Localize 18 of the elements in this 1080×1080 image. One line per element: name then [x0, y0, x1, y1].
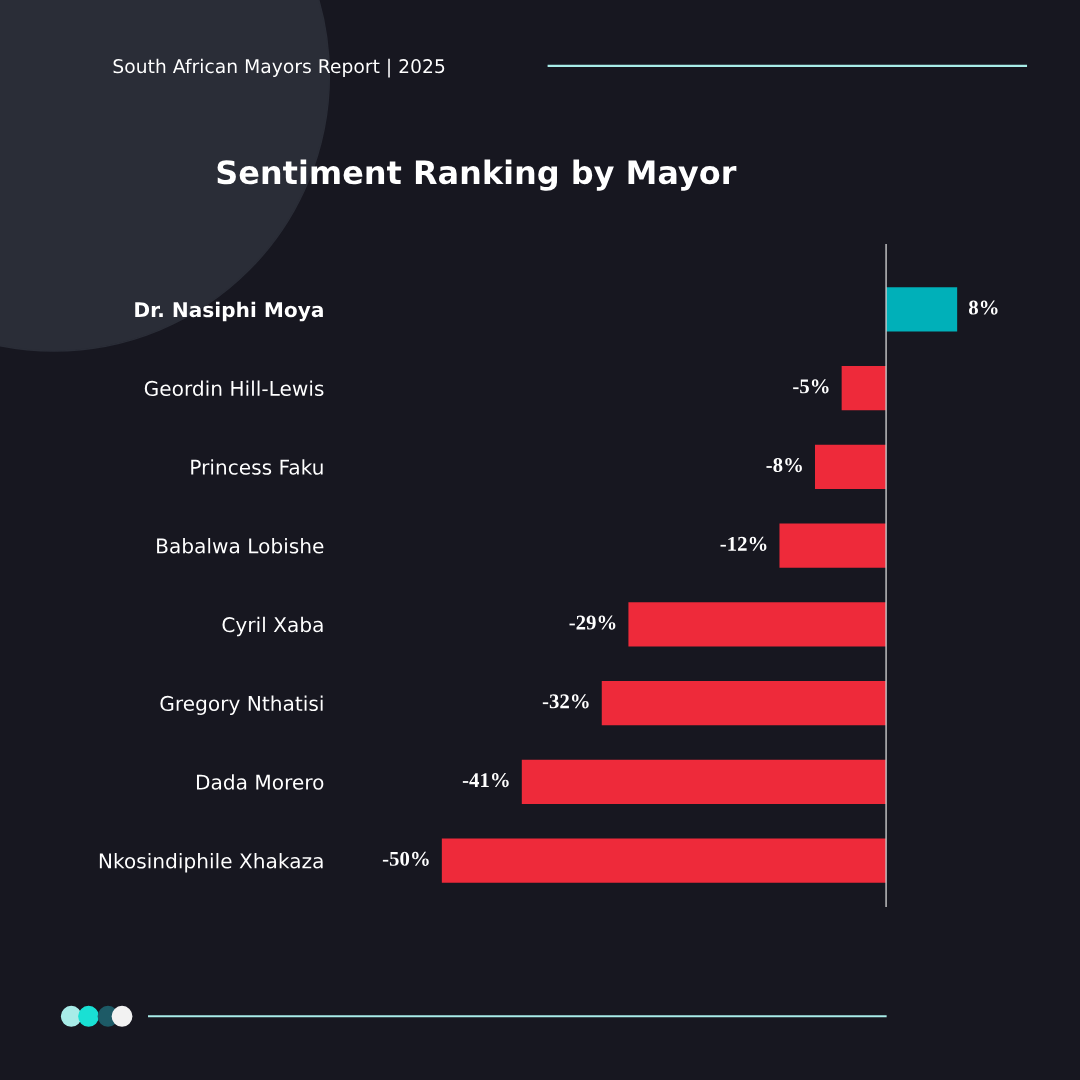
y-tick-label: Dada Morero: [196, 774, 324, 790]
chart-title: Sentiment Ranking by Mayor: [217, 159, 737, 191]
y-tick-label: Gregory Nthatisi: [160, 695, 323, 715]
y-tick-label: Nkosindiphile Xhakaza: [99, 852, 323, 873]
y-tick-label: Babalwa Lobishe: [157, 537, 324, 554]
data-label: -32%: [542, 694, 589, 709]
y-tick-label: Princess Faku: [191, 459, 323, 475]
data-label: -8%: [766, 458, 802, 473]
data-label: -5%: [793, 379, 829, 394]
y-tick-label: Dr. Nasiphi Moya: [135, 301, 323, 322]
y-tick-label: Cyril Xaba: [222, 616, 323, 637]
text: South African Mayors Report | 2025: [113, 58, 445, 78]
data-label: -50%: [382, 851, 429, 866]
data-label: 8%: [968, 300, 998, 315]
data-label: -29%: [569, 615, 616, 630]
data-label: -12%: [720, 536, 767, 551]
y-tick-label: Geordin Hill-Lewis: [144, 380, 324, 397]
data-label: -41%: [462, 773, 509, 788]
